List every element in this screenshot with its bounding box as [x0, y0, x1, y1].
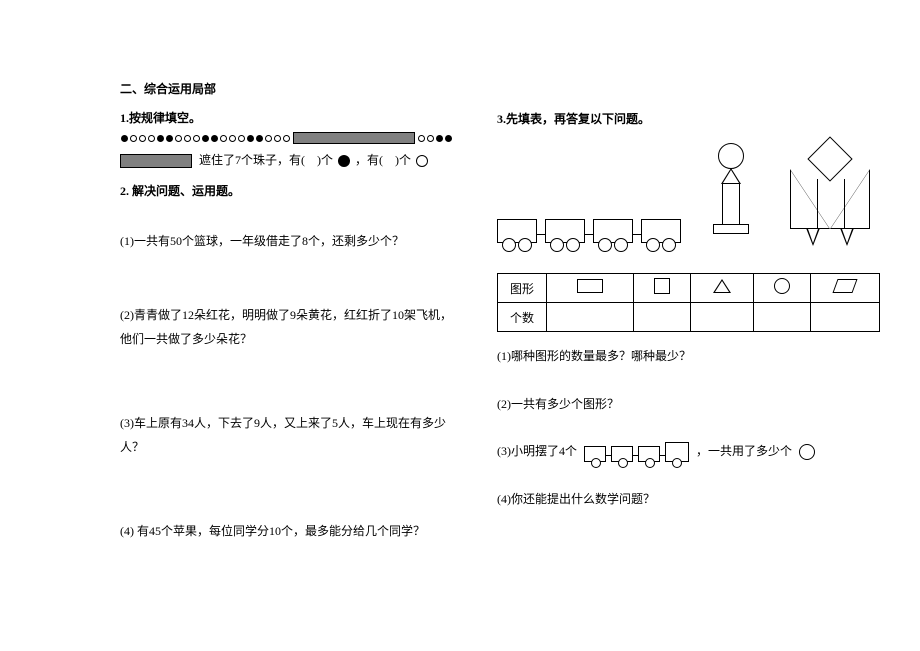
hollow-bead-icon	[193, 135, 200, 142]
cover-box-icon	[120, 154, 192, 168]
cover-box-icon	[293, 132, 415, 144]
filled-bead-icon	[256, 135, 263, 142]
circle-icon	[774, 278, 790, 294]
q2-title: 2. 解决问题、运用题。	[120, 182, 457, 199]
q2-item-4: (4) 有45个苹果，每位同学分10个，最多能分给几个同学？	[120, 519, 457, 543]
filled-bead-icon	[166, 135, 173, 142]
shape-person-figure	[701, 143, 761, 263]
q3-sub3-pre: (3)小明摆了4个	[497, 444, 577, 458]
train-car	[497, 219, 537, 243]
q1-title: 1.按规律填空。	[120, 109, 457, 126]
train-car	[641, 219, 681, 243]
q3-title: 3.先填表，再答复以下问题。	[497, 110, 880, 127]
q3-sub1: (1)哪种图形的数量最多？哪种最少？	[497, 346, 880, 368]
hollow-bead-icon	[175, 135, 182, 142]
filled-bead-icon	[211, 135, 218, 142]
filled-bead-icon	[436, 135, 443, 142]
hollow-bead-icon	[265, 135, 272, 142]
filled-bead-icon	[445, 135, 452, 142]
train-figure	[497, 219, 681, 243]
cell-blank[interactable]	[691, 303, 754, 332]
cell-shape	[547, 274, 634, 303]
count-table: 图形 个数	[497, 273, 880, 332]
filled-bead-icon	[202, 135, 209, 142]
q1-text-a: 遮住了7个珠子，有( )个	[199, 153, 333, 167]
cell-blank[interactable]	[547, 303, 634, 332]
table-row: 图形	[498, 274, 880, 303]
q2-item-3: (3)车上原有34人，下去了9人，又上来了5人，车上现在有多少人？	[120, 411, 457, 459]
hollow-bead-icon	[418, 135, 425, 142]
filled-bead-icon	[157, 135, 164, 142]
section-title: 二、综合运用局部	[120, 80, 457, 97]
q3-sub3: (3)小明摆了4个 ，一共用了多少个	[497, 441, 880, 463]
cell-shape	[754, 274, 811, 303]
cell-blank[interactable]	[811, 303, 880, 332]
hollow-bead-icon	[148, 135, 155, 142]
rectangle-icon	[577, 279, 603, 293]
hollow-bead-icon	[139, 135, 146, 142]
train-car	[545, 219, 585, 243]
cell-shape	[691, 274, 754, 303]
q3-sub2: (2)一共有多少个图形？	[497, 394, 880, 416]
q2-item-2: (2)青青做了12朵红花，明明做了9朵黄花，红红折了10架飞机，他们一共做了多少…	[120, 303, 457, 351]
diamond-person-figure	[780, 133, 880, 263]
hollow-bead-icon	[184, 135, 191, 142]
cell-blank[interactable]	[634, 303, 691, 332]
parallelogram-icon	[832, 279, 857, 293]
q3-sub3-post: ，一共用了多少个	[696, 444, 792, 458]
filled-bead-icon	[121, 135, 128, 142]
hollow-bead-icon	[238, 135, 245, 142]
hollow-bead-icon	[416, 155, 428, 167]
figure-row	[497, 133, 880, 263]
mini-train-figure	[584, 442, 689, 462]
row-label: 个数	[498, 303, 547, 332]
table-row: 个数	[498, 303, 880, 332]
filled-bead-icon	[338, 155, 350, 167]
beads-pattern	[120, 132, 457, 144]
circle-icon	[799, 444, 815, 460]
hollow-bead-icon	[220, 135, 227, 142]
hollow-bead-icon	[427, 135, 434, 142]
q2-item-1: (1)一共有50个篮球，一年级借走了8个，还剩多少个？	[120, 229, 457, 253]
filled-bead-icon	[247, 135, 254, 142]
q3-sub4: (4)你还能提出什么数学问题？	[497, 489, 880, 511]
square-icon	[654, 278, 670, 294]
q1-text-b: ，有( )个	[355, 153, 411, 167]
cell-shape	[811, 274, 880, 303]
train-car	[593, 219, 633, 243]
hollow-bead-icon	[283, 135, 290, 142]
q1-line2: 遮住了7个珠子，有( )个 ，有( )个	[120, 150, 457, 172]
row-label: 图形	[498, 274, 547, 303]
hollow-bead-icon	[274, 135, 281, 142]
triangle-icon	[713, 279, 731, 293]
cell-blank[interactable]	[754, 303, 811, 332]
hollow-bead-icon	[130, 135, 137, 142]
cell-shape	[634, 274, 691, 303]
hollow-bead-icon	[229, 135, 236, 142]
